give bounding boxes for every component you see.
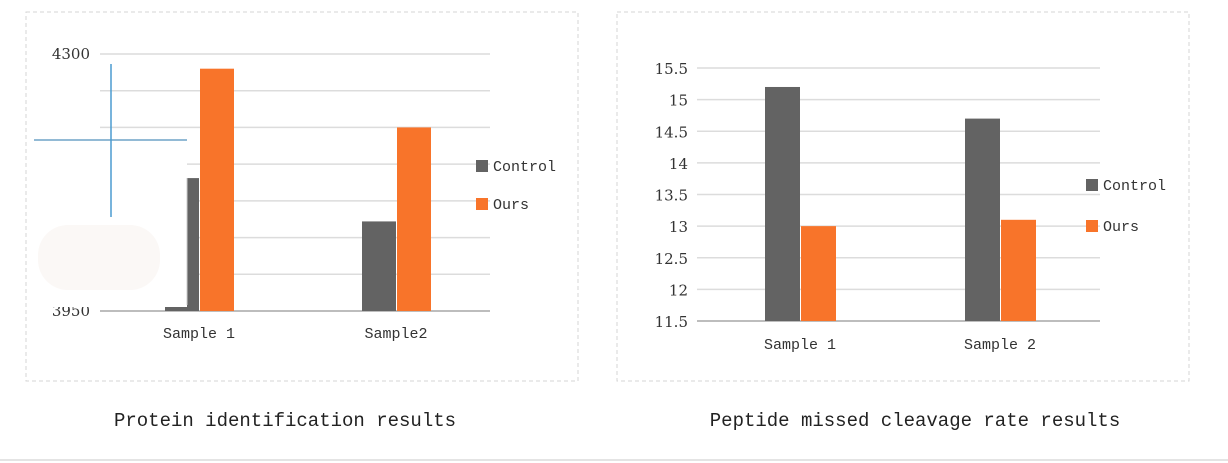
right-chart-caption: Peptide missed cleavage rate results [709,410,1121,432]
right-panel-border [616,11,1190,382]
bar-control-1 [765,86,800,321]
y-tick-label: 4300 [52,45,90,63]
legend-label: Ours [1103,219,1139,236]
bar-ours-2 [397,127,431,311]
y-tick-label: 12 [669,281,688,299]
y-tick-label: 11.5 [655,313,688,331]
x-tick-label: Sample 2 [964,337,1036,354]
x-tick-label: Sample2 [364,326,427,343]
bar-ours-1 [200,68,234,311]
divider [0,459,1228,461]
y-tick-label: 12.5 [655,250,688,268]
legend-swatch-ours [476,198,488,210]
y-tick-label: 14.5 [655,123,688,141]
y-tick-label: 13.5 [655,187,688,205]
legend-swatch-ours [1086,220,1098,232]
y-tick-label: 14 [669,155,688,173]
legend-label: Control [493,159,556,176]
legend-swatch-control [1086,179,1098,191]
legend-swatch-control [476,160,488,172]
legend-label: Ours [493,197,529,214]
y-tick-label: 13 [669,218,688,236]
smudge-overlay [38,225,160,290]
bar-ours-1 [801,226,836,321]
left-chart-caption: Protein identification results [113,410,457,432]
x-tick-label: Sample 1 [163,326,235,343]
bar-fragment [165,307,187,310]
bar-control-2 [362,221,396,311]
legend-label: Control [1103,178,1166,195]
bar-control-2 [965,118,1000,321]
left-panel-border [25,11,579,382]
x-tick-label: Sample 1 [764,337,836,354]
bar-ours-2 [1001,219,1036,321]
y-tick-label: 15 [669,92,688,110]
y-tick-label: 15.5 [655,60,688,78]
